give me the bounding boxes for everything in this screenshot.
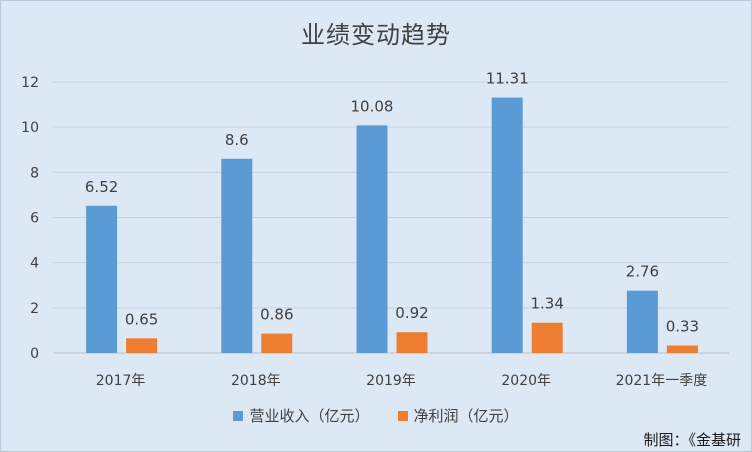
legend-item-revenue: 营业收入（亿元） bbox=[233, 405, 370, 426]
data-label-revenue: 6.52 bbox=[85, 178, 118, 196]
bar-revenue bbox=[356, 125, 388, 353]
data-label-net-profit: 0.92 bbox=[395, 304, 428, 322]
bar-revenue bbox=[491, 97, 523, 354]
y-tick-label: 6 bbox=[30, 211, 39, 227]
bar-revenue bbox=[221, 158, 253, 353]
legend-label-revenue: 营业收入（亿元） bbox=[249, 407, 370, 425]
data-label-revenue: 8.6 bbox=[225, 131, 249, 149]
y-tick-label: 10 bbox=[21, 120, 39, 136]
x-tick-label: 2019年 bbox=[366, 373, 416, 389]
data-label-net-profit: 0.86 bbox=[260, 306, 293, 324]
bar-net-profit bbox=[666, 345, 698, 353]
x-tick-label: 2018年 bbox=[231, 373, 281, 389]
data-label-revenue: 11.31 bbox=[486, 70, 529, 88]
legend-swatch-net-profit bbox=[397, 410, 408, 421]
legend: 营业收入（亿元） 净利润（亿元） bbox=[1, 405, 751, 426]
y-tick-label: 12 bbox=[21, 75, 39, 91]
x-tick-label: 2020年 bbox=[501, 373, 551, 389]
credit-text: 制图：《金基研 bbox=[643, 431, 741, 449]
data-label-net-profit: 0.33 bbox=[666, 318, 699, 336]
y-tick-label: 2 bbox=[30, 301, 39, 317]
y-tick-label: 0 bbox=[30, 346, 39, 362]
bar-net-profit bbox=[126, 338, 158, 353]
bar-net-profit bbox=[396, 332, 428, 353]
data-label-revenue: 2.76 bbox=[626, 263, 659, 281]
legend-item-net-profit: 净利润（亿元） bbox=[397, 405, 519, 426]
data-label-net-profit: 0.65 bbox=[125, 310, 158, 328]
x-tick-label: 2017年 bbox=[96, 373, 146, 389]
y-tick-label: 4 bbox=[30, 256, 39, 272]
bar-chart: 0 2 4 6 8 10 12 6.52 0.65 8.6 0.86 10.08 0.92 11.31 1… bbox=[21, 70, 729, 389]
y-tick-label: 8 bbox=[30, 165, 39, 181]
chart-title: 业绩变动趋势 bbox=[301, 21, 451, 49]
legend-label-net-profit: 净利润（亿元） bbox=[413, 407, 519, 425]
bar-net-profit bbox=[531, 322, 563, 353]
data-label-revenue: 10.08 bbox=[351, 97, 394, 115]
bar-revenue bbox=[86, 205, 118, 353]
data-label-net-profit: 1.34 bbox=[530, 295, 563, 313]
x-tick-label: 2021年一季度 bbox=[616, 373, 708, 389]
bar-revenue bbox=[626, 290, 658, 353]
bar-net-profit bbox=[261, 333, 293, 353]
legend-swatch-revenue bbox=[233, 410, 244, 421]
